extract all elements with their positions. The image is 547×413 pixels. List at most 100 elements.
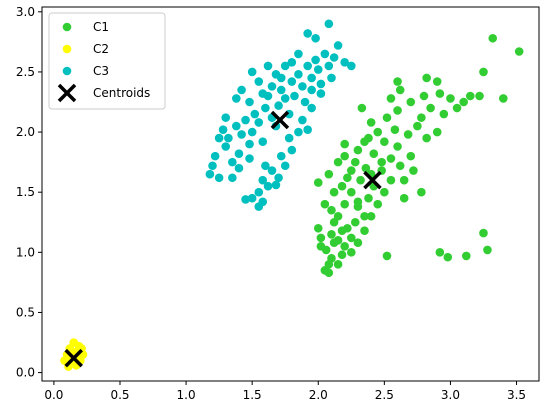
y-tick-label: 0.0 (16, 366, 35, 380)
point-c1 (393, 106, 402, 115)
point-c1 (343, 173, 352, 183)
x-tick-label: 3.0 (441, 388, 460, 402)
point-c1 (327, 205, 336, 215)
point-c1 (382, 251, 392, 261)
point-c1 (340, 242, 349, 251)
point-c3 (247, 127, 257, 137)
point-c1 (350, 157, 360, 167)
point-c3 (261, 103, 270, 113)
legend-item-c3: C3 (62, 64, 109, 78)
point-c1 (347, 166, 356, 175)
point-c1 (364, 193, 373, 203)
point-c3 (287, 77, 297, 86)
y-tick-label: 1.0 (16, 245, 35, 259)
point-c3 (261, 161, 270, 171)
point-c1 (479, 228, 488, 238)
point-c3 (258, 197, 268, 207)
point-c1 (419, 91, 429, 101)
point-c3 (329, 53, 339, 62)
point-c1 (366, 211, 376, 221)
point-c1 (499, 94, 508, 103)
point-c1 (393, 77, 402, 86)
centroid-marker (363, 170, 382, 190)
point-c3 (274, 173, 283, 183)
point-c3 (258, 175, 268, 185)
x-tick-label: 1.5 (243, 388, 262, 402)
point-c3 (228, 173, 237, 183)
point-c3 (340, 58, 349, 67)
point-c3 (307, 103, 316, 113)
point-c1 (327, 254, 336, 263)
point-c3 (316, 89, 326, 98)
legend-marker (62, 66, 72, 76)
point-c1 (386, 94, 396, 103)
legend-item-c1: C1 (62, 20, 109, 34)
point-c3 (333, 41, 343, 50)
point-c1 (373, 199, 383, 209)
point-c3 (324, 61, 334, 71)
point-c1 (316, 242, 326, 251)
legend-label: C2 (93, 42, 109, 56)
point-c1 (422, 133, 431, 143)
point-c1 (465, 91, 475, 101)
point-c1 (395, 85, 405, 95)
point-c3 (311, 33, 320, 43)
point-c1 (514, 47, 524, 56)
point-c3 (276, 73, 286, 83)
point-c3 (294, 127, 303, 137)
point-c1 (340, 199, 349, 209)
point-c1 (360, 137, 369, 146)
point-c3 (294, 70, 303, 79)
point-c1 (337, 181, 347, 191)
point-c3 (320, 49, 330, 59)
point-c3 (247, 67, 257, 77)
point-c1 (380, 187, 389, 197)
point-c3 (214, 173, 224, 183)
point-c1 (361, 163, 371, 173)
point-c3 (303, 125, 312, 134)
point-c1 (366, 118, 376, 127)
point-c1 (432, 77, 442, 86)
point-c1 (313, 223, 323, 233)
point-c3 (254, 187, 264, 197)
point-c1 (459, 97, 468, 107)
point-c1 (329, 217, 339, 227)
point-c1 (316, 233, 326, 243)
point-c3 (263, 61, 273, 71)
point-c1 (353, 197, 363, 207)
point-c3 (274, 101, 283, 110)
point-c1 (382, 113, 392, 122)
point-c1 (329, 187, 339, 197)
point-c3 (214, 133, 224, 143)
y-tick-label: 2.5 (16, 65, 35, 79)
point-c1 (417, 187, 426, 197)
legend-marker (62, 22, 72, 32)
legend: C1 C2 C3 Centroids (48, 12, 166, 110)
point-c1 (479, 67, 488, 77)
point-c3 (254, 77, 264, 86)
point-c1 (403, 130, 413, 139)
point-c3 (210, 151, 220, 161)
point-c1 (327, 229, 336, 239)
point-c3 (237, 130, 246, 139)
point-c1 (399, 175, 409, 185)
point-c1 (426, 103, 435, 113)
point-c3 (307, 73, 316, 83)
point-c3 (234, 163, 244, 173)
point-c1 (399, 193, 409, 203)
point-c1 (435, 89, 445, 98)
point-c3 (247, 193, 257, 203)
point-c1 (393, 142, 402, 151)
x-tick-label: 0.0 (44, 388, 63, 402)
point-c1 (320, 199, 330, 209)
point-c3 (284, 133, 294, 143)
point-c3 (347, 61, 356, 71)
point-c3 (298, 115, 307, 125)
point-c1 (475, 91, 484, 101)
point-c3 (280, 61, 290, 71)
point-c1 (373, 127, 383, 137)
point-c3 (276, 85, 286, 95)
legend-item-centroids: Centroids (57, 83, 150, 103)
point-c1 (483, 245, 492, 255)
data-points (60, 19, 524, 371)
